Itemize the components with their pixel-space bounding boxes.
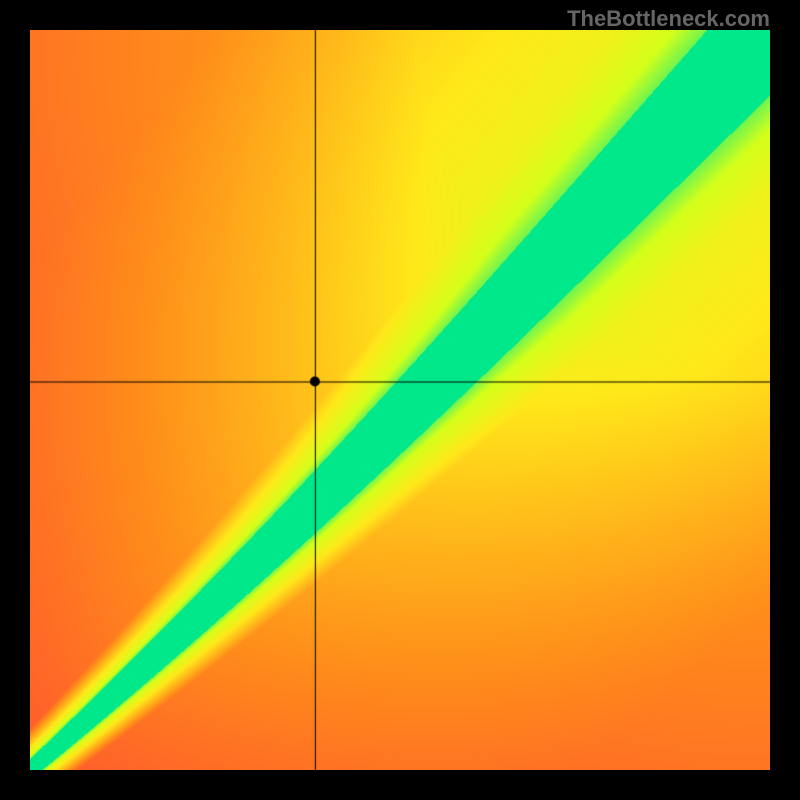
chart-container: TheBottleneck.com	[0, 0, 800, 800]
heatmap-plot	[30, 30, 770, 770]
heatmap-canvas	[30, 30, 770, 770]
watermark-text: TheBottleneck.com	[567, 6, 770, 32]
